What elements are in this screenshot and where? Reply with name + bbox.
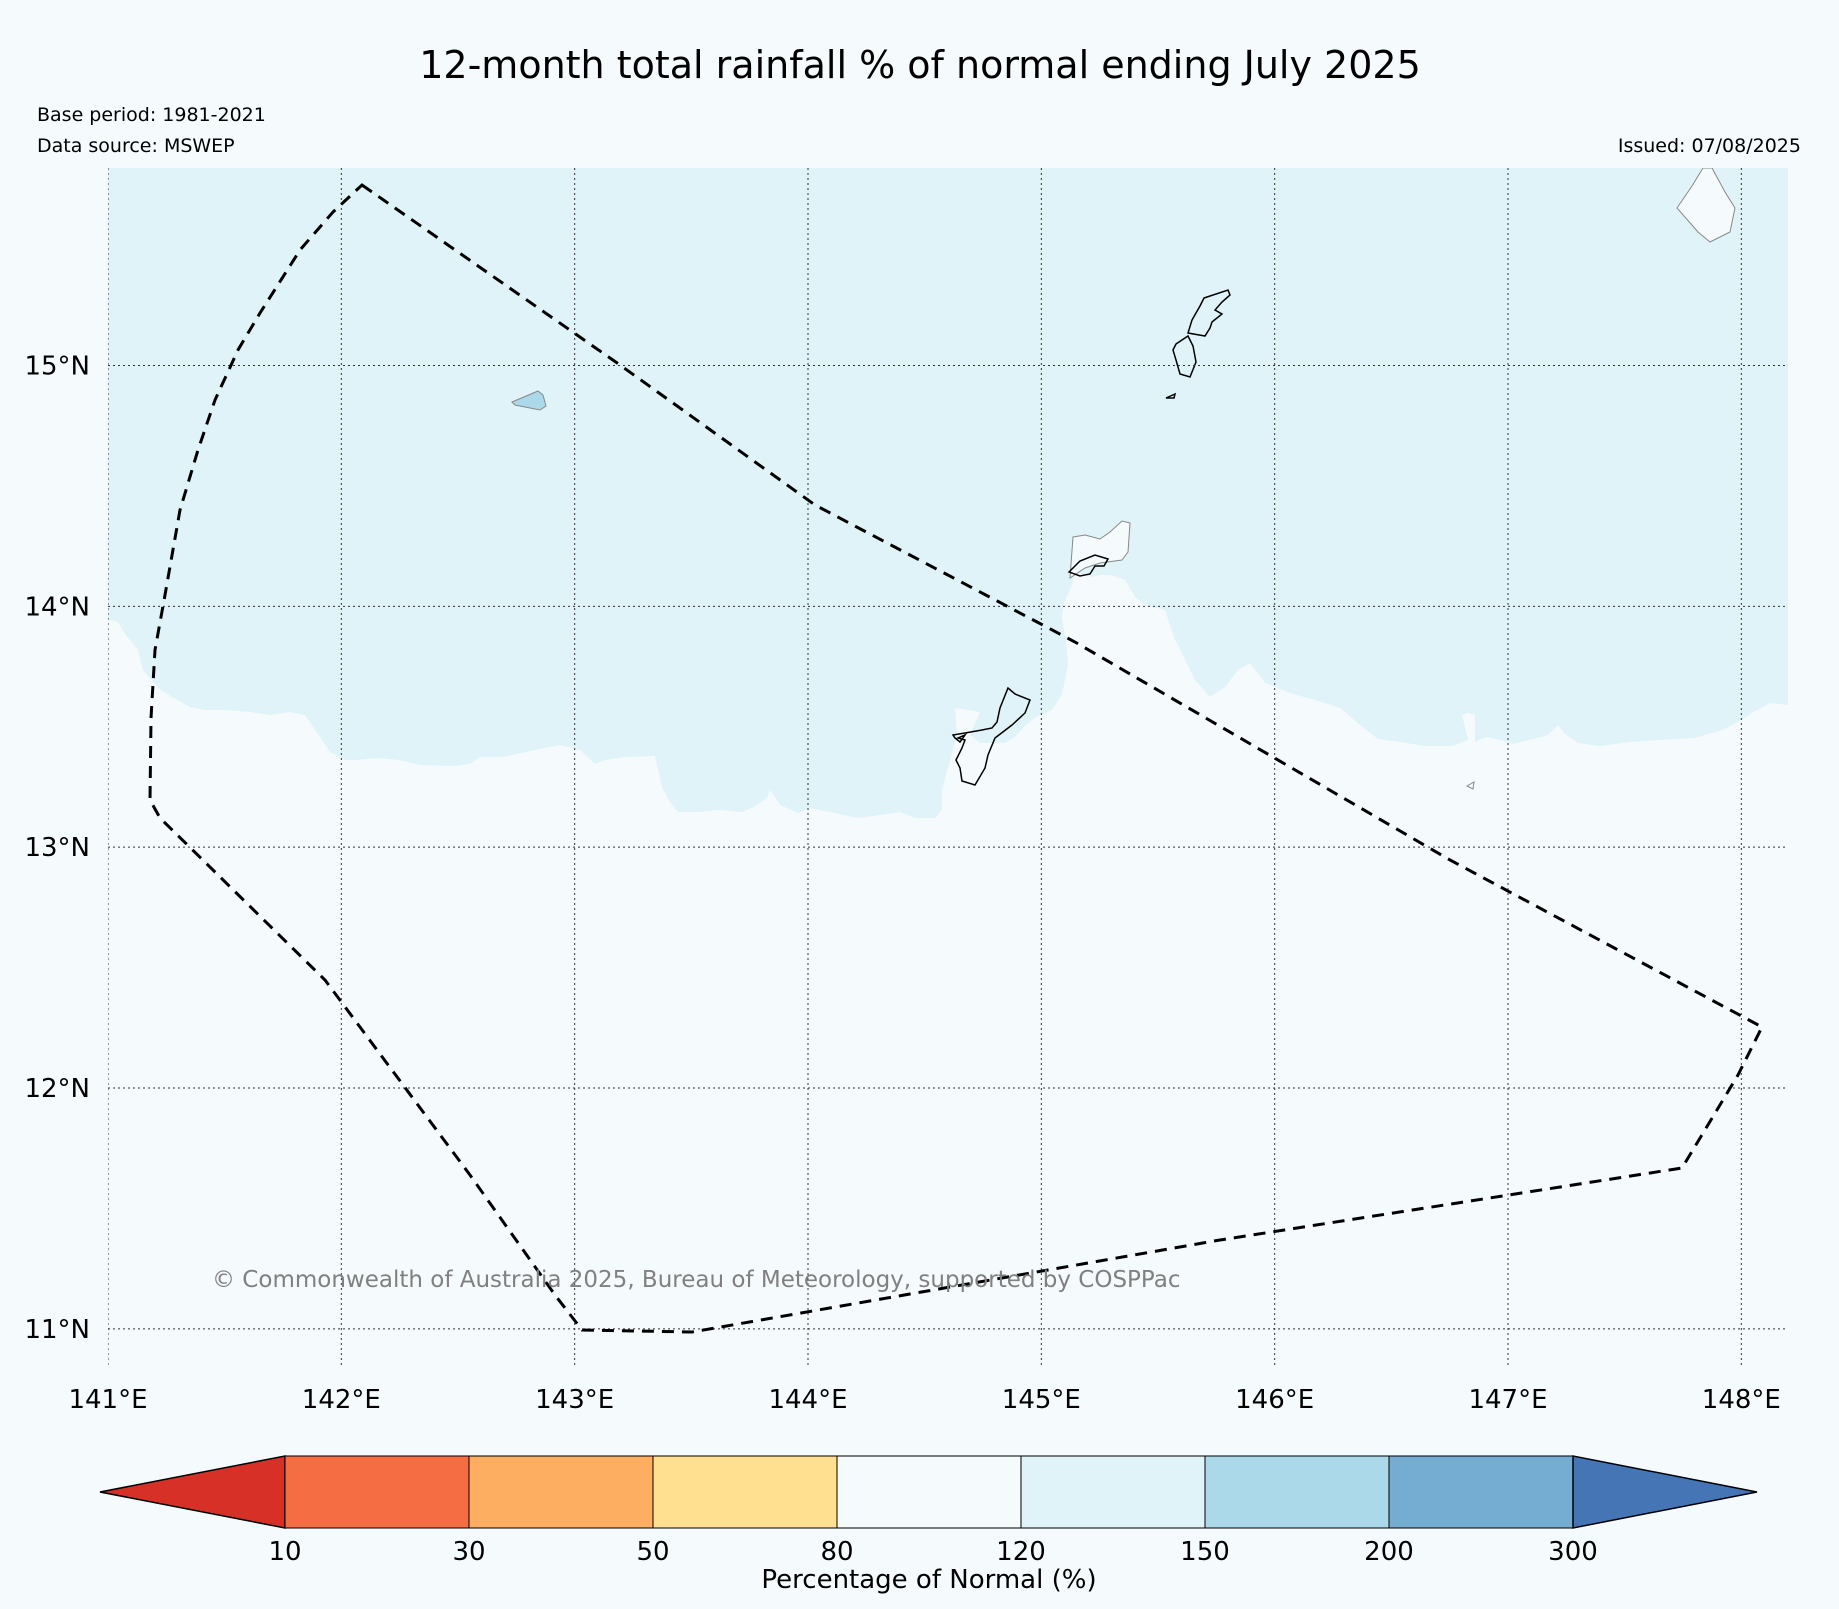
rainfall-region-120-150 [108,168,1788,818]
lat-tick-label-4: 11°N [24,1315,90,1345]
colorbar [99,1455,1758,1529]
colorbar-bin-5 [1204,1455,1390,1529]
coastal-land-145e-14n [1069,520,1131,579]
colorbar-bin-3 [836,1455,1022,1529]
island-outline-saipan-tinian [1187,289,1231,337]
graticule [108,168,1788,1365]
colorbar-tick-2: 50 [636,1537,669,1567]
colorbar-bin-6 [1388,1455,1574,1529]
longitude-tick-labels: 141°E 142°E 143°E 144°E 145°E 146°E 147°E 148°E [68,1385,1780,1415]
colorbar-tick-3: 80 [820,1537,853,1567]
colorbar-tick-4: 120 [996,1537,1046,1567]
issued-date-text: Issued: 07/08/2025 [1618,135,1801,157]
lat-tick-label-0: 15°N [24,351,90,381]
colorbar-bin-1 [468,1455,654,1529]
island-small-147e [1465,781,1475,790]
colorbar-bin-0 [284,1455,470,1529]
lon-tick-label-3: 144°E [768,1385,847,1415]
lon-tick-label-0: 141°E [68,1385,147,1415]
island-outline-aguijan [1172,334,1197,378]
colorbar-extend-low [99,1455,286,1529]
colorbar-tick-0: 10 [268,1537,301,1567]
island-outline-rota [1067,554,1110,577]
base-period-text: Base period: 1981-2021 [37,104,266,126]
colorbar-tick-6: 200 [1364,1537,1414,1567]
colorbar-tick-1: 30 [452,1537,485,1567]
copyright-text: © Commonwealth of Australia 2025, Bureau… [212,1267,1181,1293]
colorbar-tick-labels: 10 30 50 80 120 150 200 300 [268,1537,1597,1567]
rainfall-region-150-200 [511,390,547,411]
lat-tick-label-3: 12°N [24,1074,90,1104]
colorbar-extend-high [1572,1455,1758,1529]
latitude-tick-labels: 15°N 14°N 13°N 12°N 11°N [24,351,90,1344]
colorbar-bin-2 [652,1455,838,1529]
colorbar-label: Percentage of Normal (%) [761,1565,1096,1595]
island-outline-guam [951,686,1031,786]
lon-tick-label-6: 147°E [1468,1385,1547,1415]
island-northeast-corner [1676,168,1736,243]
lat-tick-label-1: 14°N [24,592,90,622]
map-plot-area: © Commonwealth of Australia 2025, Bureau… [108,168,1788,1365]
colorbar-bin-4 [1020,1455,1206,1529]
map-title: 12-month total rainfall % of normal endi… [419,43,1421,87]
eez-boundary-dashed [148,183,1764,1334]
colorbar-tick-7: 300 [1548,1537,1598,1567]
lon-tick-label-4: 145°E [1002,1385,1081,1415]
lon-tick-label-1: 142°E [302,1385,381,1415]
colorbar-tick-5: 150 [1180,1537,1230,1567]
lon-tick-label-7: 148°E [1702,1385,1781,1415]
island-outline-islet [1165,392,1177,399]
lat-tick-label-2: 13°N [24,833,90,863]
lon-tick-label-5: 146°E [1235,1385,1314,1415]
data-source-text: Data source: MSWEP [37,135,235,157]
lon-tick-label-2: 143°E [535,1385,614,1415]
